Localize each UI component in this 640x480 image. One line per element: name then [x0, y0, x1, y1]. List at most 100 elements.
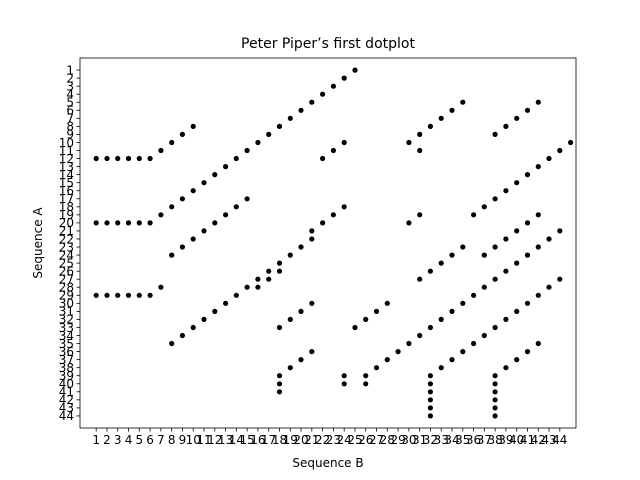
data-point-67 — [341, 204, 347, 210]
y-tick-label-38: 38 — [59, 361, 74, 375]
x-tick-label-37: 37 — [477, 433, 492, 447]
data-point-86 — [352, 324, 358, 331]
data-point-152 — [481, 252, 487, 258]
y-tick-label-3: 3 — [66, 79, 74, 93]
data-point-56 — [233, 292, 239, 298]
data-point-34 — [352, 67, 358, 73]
data-point-135 — [492, 324, 498, 331]
data-point-139 — [535, 292, 541, 298]
data-point-149 — [546, 155, 552, 162]
data-point-41 — [158, 284, 164, 290]
data-point-61 — [287, 252, 293, 258]
y-tick-label-24: 24 — [59, 248, 74, 262]
data-point-29 — [298, 107, 304, 113]
data-point-4 — [136, 155, 142, 162]
data-point-109 — [557, 228, 563, 234]
x-tick-label-22: 22 — [315, 433, 330, 447]
data-point-124 — [427, 373, 433, 379]
y-tick-label-37: 37 — [59, 353, 74, 367]
y-tick-label-42: 42 — [59, 393, 74, 407]
y-tick-label-2: 2 — [66, 71, 74, 85]
data-point-171 — [524, 349, 531, 355]
data-point-16 — [158, 212, 164, 218]
x-tick-label-40: 40 — [509, 433, 524, 447]
data-point-128 — [427, 405, 433, 411]
y-tick-label-13: 13 — [59, 160, 74, 174]
data-point-70 — [276, 268, 283, 274]
y-tick-label-22: 22 — [59, 232, 74, 246]
x-tick-label-1: 1 — [92, 433, 100, 447]
y-tick-label-23: 23 — [59, 240, 74, 254]
data-point-44 — [190, 236, 196, 242]
data-point-89 — [384, 300, 390, 306]
data-point-103 — [492, 276, 498, 282]
data-point-127 — [427, 397, 433, 403]
y-tick-label-40: 40 — [59, 377, 74, 391]
data-point-18 — [179, 196, 185, 202]
x-tick-label-24: 24 — [337, 433, 352, 447]
data-point-148 — [535, 164, 541, 170]
data-point-93 — [384, 357, 390, 363]
data-point-153 — [492, 244, 498, 250]
data-point-94 — [395, 349, 401, 355]
data-point-39 — [136, 292, 142, 298]
y-tick-label-16: 16 — [59, 184, 74, 198]
data-point-14 — [136, 220, 142, 226]
data-point-75 — [276, 373, 283, 379]
data-point-82 — [330, 147, 336, 154]
data-point-120 — [427, 268, 433, 274]
points-layer — [93, 67, 574, 419]
x-axis-ticks: 1 2 3 4 5 6 7 8 9 1011121314151617181920212223242… — [92, 428, 567, 447]
y-tick-label-31: 31 — [59, 305, 74, 319]
data-point-151 — [568, 139, 574, 146]
data-point-145 — [503, 188, 509, 194]
data-point-157 — [535, 212, 541, 218]
data-point-25 — [255, 139, 261, 146]
x-tick-label-36: 36 — [466, 433, 481, 447]
data-point-28 — [287, 115, 293, 121]
data-point-60 — [276, 260, 283, 266]
x-tick-label-8: 8 — [168, 433, 176, 447]
data-point-3 — [125, 155, 132, 162]
data-point-11 — [104, 220, 110, 226]
data-point-1 — [104, 155, 110, 162]
data-point-52 — [190, 324, 196, 331]
data-point-45 — [201, 228, 207, 234]
data-point-74 — [309, 300, 315, 306]
data-point-118 — [417, 212, 423, 218]
x-tick-label-23: 23 — [326, 433, 341, 447]
x-tick-label-3: 3 — [114, 433, 122, 447]
data-point-107 — [535, 244, 541, 250]
x-tick-label-9: 9 — [179, 433, 187, 447]
data-point-95 — [406, 340, 412, 347]
data-point-101 — [471, 292, 477, 298]
x-axis-label: Sequence B — [292, 456, 363, 470]
data-point-100 — [460, 300, 466, 306]
x-tick-label-44: 44 — [552, 433, 567, 447]
data-point-54 — [212, 308, 218, 314]
data-point-108 — [546, 236, 552, 242]
data-point-162 — [535, 99, 541, 105]
x-tick-label-10: 10 — [186, 433, 201, 447]
data-point-73 — [298, 308, 304, 314]
data-point-106 — [524, 252, 531, 258]
x-tick-label-33: 33 — [434, 433, 449, 447]
plot-area: 1 2 3 4 5 6 7 8 9 1011121314151617181920212223242… — [59, 57, 577, 447]
x-tick-label-32: 32 — [423, 433, 438, 447]
data-point-26 — [266, 131, 272, 137]
data-point-134 — [481, 332, 487, 339]
data-point-110 — [406, 139, 412, 146]
x-tick-label-5: 5 — [135, 433, 143, 447]
x-tick-label-19: 19 — [283, 433, 298, 447]
x-tick-label-21: 21 — [304, 433, 319, 447]
data-point-80 — [309, 349, 315, 355]
data-point-92 — [373, 365, 380, 371]
data-point-170 — [514, 357, 520, 363]
x-tick-label-41: 41 — [520, 433, 535, 447]
y-tick-label-25: 25 — [59, 256, 74, 270]
data-point-113 — [427, 123, 433, 129]
data-point-164 — [492, 381, 498, 387]
data-point-156 — [524, 220, 531, 226]
data-point-64 — [309, 228, 315, 234]
